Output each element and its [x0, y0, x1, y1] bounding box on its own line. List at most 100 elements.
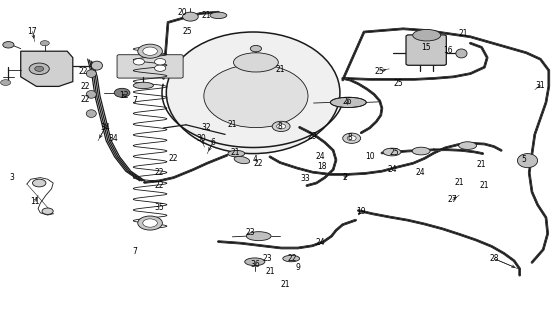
Ellipse shape: [459, 142, 477, 149]
Text: 2: 2: [342, 173, 347, 182]
Circle shape: [114, 88, 130, 97]
Ellipse shape: [210, 12, 227, 19]
Text: 27: 27: [447, 196, 458, 204]
Ellipse shape: [412, 147, 430, 155]
Text: 34: 34: [108, 134, 118, 143]
Text: 11: 11: [30, 197, 39, 206]
Circle shape: [183, 12, 198, 21]
Text: 21: 21: [266, 267, 275, 276]
Polygon shape: [21, 51, 73, 86]
Text: 22: 22: [78, 68, 87, 76]
Text: 25: 25: [394, 79, 404, 88]
Text: 22: 22: [288, 254, 297, 263]
Circle shape: [277, 124, 286, 129]
Circle shape: [42, 208, 53, 214]
Circle shape: [347, 136, 356, 141]
Text: 20: 20: [177, 8, 187, 17]
Ellipse shape: [330, 97, 366, 108]
Text: 21: 21: [228, 120, 237, 129]
Text: 22: 22: [169, 154, 178, 163]
Text: 22: 22: [254, 159, 263, 168]
Circle shape: [32, 179, 46, 187]
Text: 7: 7: [132, 247, 137, 256]
Circle shape: [143, 219, 157, 227]
Ellipse shape: [86, 91, 96, 98]
Ellipse shape: [245, 258, 265, 266]
Ellipse shape: [283, 255, 300, 262]
Ellipse shape: [383, 148, 401, 156]
Ellipse shape: [234, 53, 278, 72]
Text: 25: 25: [375, 67, 385, 76]
Text: 7: 7: [132, 96, 137, 105]
Text: 19: 19: [356, 207, 366, 216]
Text: 23: 23: [245, 228, 255, 237]
Circle shape: [133, 59, 144, 65]
Text: 35: 35: [155, 203, 165, 212]
Text: 21: 21: [231, 148, 240, 157]
Text: 9: 9: [296, 263, 300, 272]
Text: 34: 34: [100, 123, 110, 132]
Text: 24: 24: [387, 165, 397, 174]
Circle shape: [272, 121, 290, 132]
Circle shape: [35, 66, 44, 71]
Ellipse shape: [413, 29, 441, 41]
Ellipse shape: [517, 154, 538, 168]
Text: 21: 21: [276, 65, 284, 74]
Text: 25: 25: [390, 148, 400, 157]
Ellipse shape: [456, 49, 467, 58]
Circle shape: [40, 41, 49, 46]
Text: 21: 21: [477, 160, 486, 169]
Circle shape: [1, 80, 11, 85]
Ellipse shape: [133, 82, 153, 89]
Ellipse shape: [228, 150, 245, 157]
Text: 28: 28: [489, 254, 498, 263]
Ellipse shape: [86, 70, 96, 77]
Text: 23: 23: [262, 254, 272, 263]
Text: 22: 22: [155, 168, 164, 177]
Text: 8: 8: [348, 133, 352, 142]
Circle shape: [155, 59, 166, 65]
Text: 25: 25: [183, 28, 193, 36]
Text: 10: 10: [365, 152, 375, 161]
Ellipse shape: [234, 156, 250, 164]
Text: 21: 21: [281, 280, 290, 289]
Circle shape: [155, 65, 166, 71]
Text: 22: 22: [81, 82, 90, 91]
Text: 32: 32: [201, 124, 211, 132]
Text: 30: 30: [197, 134, 207, 143]
Circle shape: [138, 44, 162, 58]
Text: 12: 12: [120, 91, 129, 100]
Text: 22: 22: [81, 95, 90, 104]
Text: 21: 21: [459, 29, 468, 38]
Ellipse shape: [246, 232, 271, 241]
Circle shape: [143, 47, 157, 55]
Text: 24: 24: [415, 168, 425, 177]
Text: 26: 26: [342, 97, 352, 106]
Text: 21: 21: [202, 12, 211, 20]
FancyBboxPatch shape: [406, 35, 446, 65]
Ellipse shape: [166, 32, 340, 154]
Text: 4: 4: [253, 156, 257, 164]
Text: 3: 3: [10, 173, 14, 182]
Text: 22: 22: [155, 181, 164, 190]
Text: 17: 17: [27, 27, 38, 36]
Text: 36: 36: [250, 260, 260, 269]
Text: 29: 29: [307, 132, 318, 141]
Circle shape: [29, 63, 49, 75]
Circle shape: [250, 45, 262, 52]
Text: 15: 15: [421, 43, 431, 52]
Ellipse shape: [91, 61, 102, 70]
Text: 24: 24: [315, 238, 325, 247]
Ellipse shape: [204, 64, 308, 128]
Text: 16: 16: [443, 46, 453, 55]
Circle shape: [138, 216, 162, 230]
Text: 18: 18: [318, 162, 326, 171]
Text: 6: 6: [211, 138, 215, 147]
Text: 21: 21: [480, 181, 489, 190]
Circle shape: [3, 42, 14, 48]
Text: 33: 33: [300, 174, 310, 183]
Ellipse shape: [86, 110, 96, 117]
FancyBboxPatch shape: [117, 55, 183, 78]
Text: 8: 8: [278, 122, 282, 131]
Circle shape: [343, 133, 361, 143]
